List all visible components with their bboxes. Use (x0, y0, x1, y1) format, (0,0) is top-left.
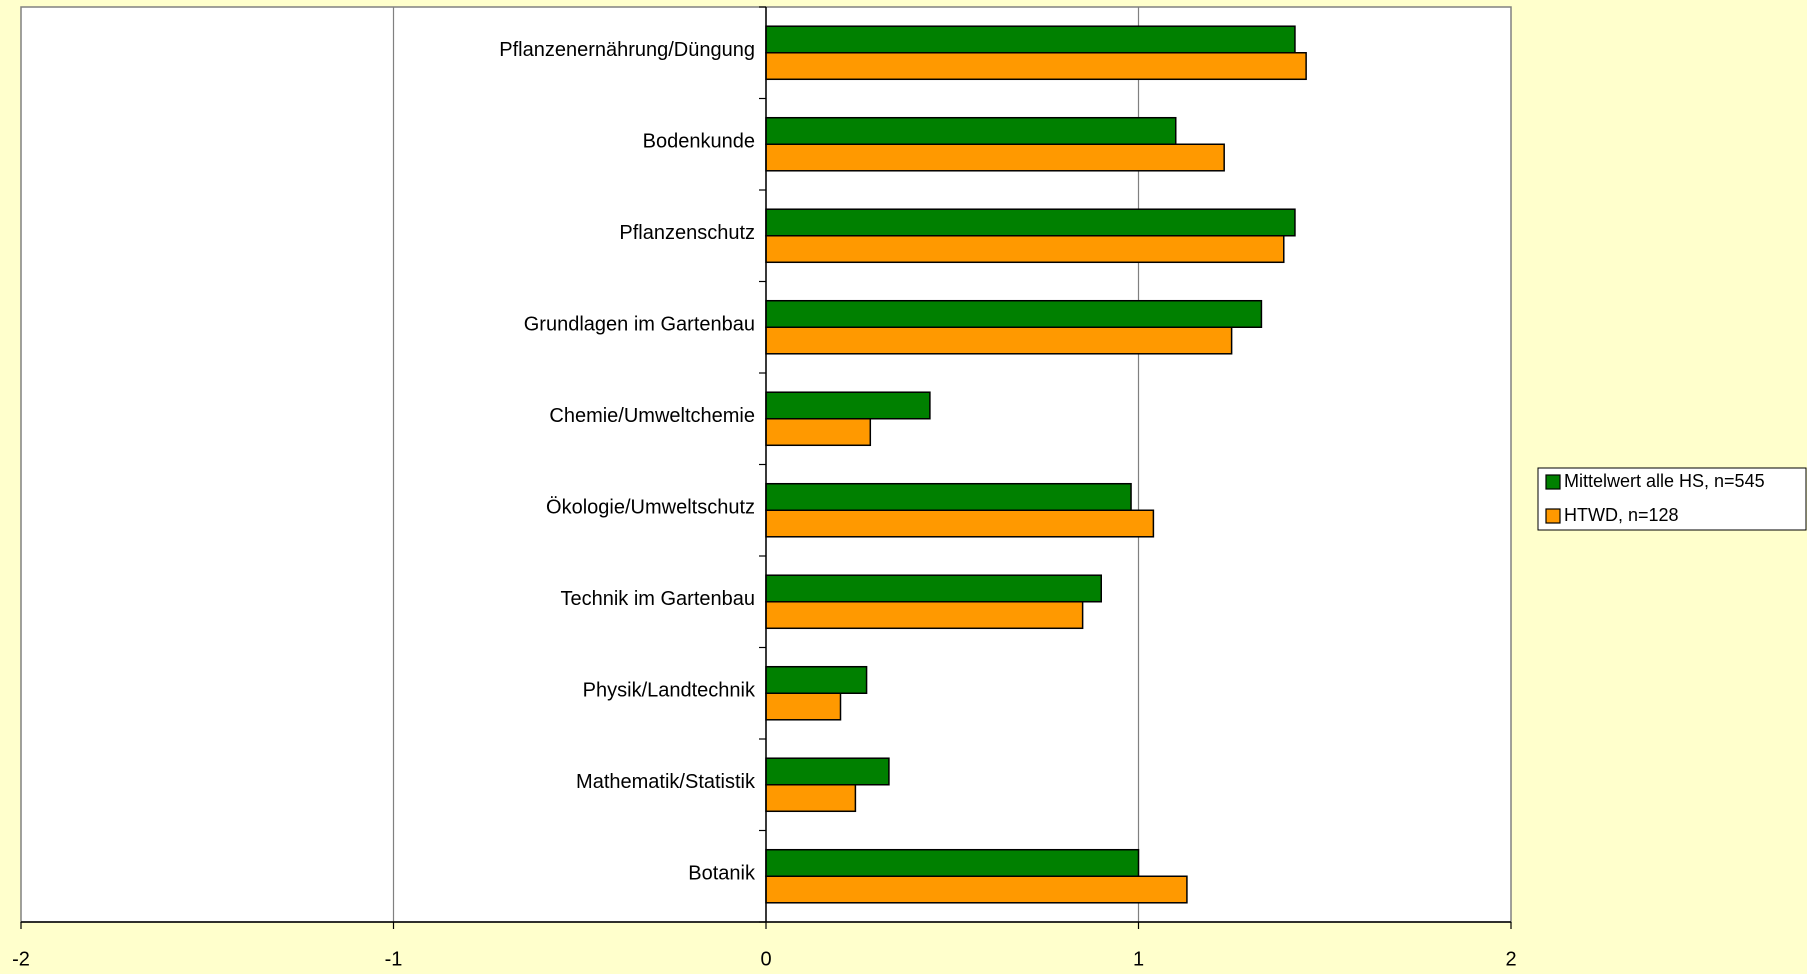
x-tick-label: -2 (12, 948, 30, 970)
bar (765, 665, 868, 695)
bar (765, 692, 842, 721)
bar (765, 299, 1263, 328)
y-tick-label: Pflanzenschutz (619, 222, 755, 244)
bar (765, 25, 1296, 54)
y-tick-label: Physik/Landtechnik (583, 680, 756, 702)
bar (765, 601, 1084, 630)
y-tick-label: Botanik (688, 863, 756, 885)
y-tick-label: Pflanzenernährung/Düngung (499, 39, 755, 61)
y-tick-label: Chemie/Umweltchemie (549, 405, 755, 427)
bar (765, 116, 1177, 145)
bar (765, 143, 1225, 172)
x-tick-label: 0 (760, 948, 771, 970)
x-tick-label: 2 (1505, 948, 1516, 970)
bar (765, 52, 1307, 81)
bar (765, 235, 1285, 264)
bar (765, 509, 1155, 538)
y-tick-label: Technik im Gartenbau (560, 588, 755, 610)
y-tick-label: Grundlagen im Gartenbau (524, 314, 755, 336)
y-tick-label: Ökologie/Umweltschutz (546, 497, 755, 519)
y-tick-label: Bodenkunde (643, 131, 755, 153)
bar (765, 875, 1188, 904)
legend-swatch (1545, 508, 1561, 524)
bar (765, 418, 872, 447)
legend-label: HTWD, n=128 (1564, 505, 1679, 525)
bar (765, 848, 1140, 878)
legend-label: Mittelwert alle HS, n=545 (1564, 471, 1765, 491)
bar (765, 208, 1296, 237)
bar (765, 326, 1233, 355)
bar (765, 482, 1132, 511)
bar (765, 757, 890, 786)
x-tick-label: -1 (385, 948, 403, 970)
bar (765, 784, 857, 813)
y-tick-label: Mathematik/Statistik (576, 771, 756, 793)
legend (1537, 467, 1807, 531)
bar (765, 574, 1102, 603)
legend-swatch (1545, 474, 1561, 490)
x-tick-label: 1 (1133, 948, 1144, 970)
bar (765, 391, 931, 420)
